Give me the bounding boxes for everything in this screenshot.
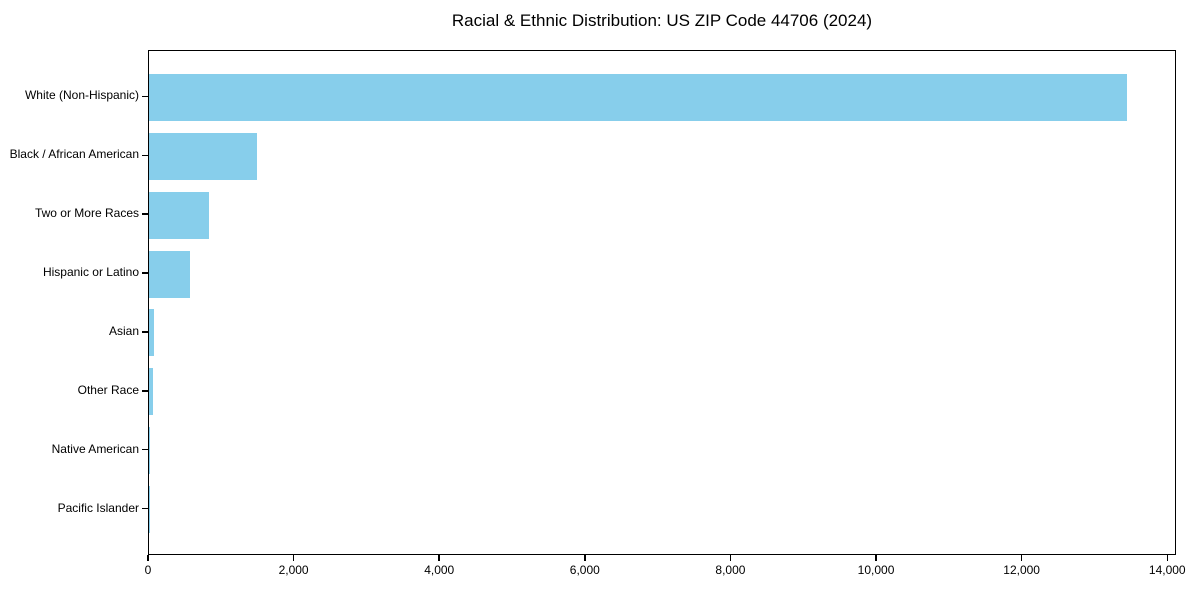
- x-tick-label: 6,000: [569, 563, 600, 577]
- y-tick: [142, 507, 148, 510]
- y-axis-label: Other Race: [77, 382, 139, 397]
- y-axis-label: Hispanic or Latino: [42, 265, 139, 280]
- x-tick: [438, 555, 440, 561]
- x-tick-label: 0: [144, 563, 152, 577]
- y-axis-label: Black / African American: [9, 147, 139, 162]
- x-tick: [875, 555, 877, 561]
- chart-title: Racial & Ethnic Distribution: US ZIP Cod…: [451, 11, 873, 30]
- x-tick: [1166, 555, 1168, 561]
- x-tick: [147, 555, 149, 561]
- x-tick-label: 8,000: [715, 563, 746, 577]
- y-tick: [142, 272, 148, 274]
- y-axis-label: White (Non-Hispanic): [24, 88, 139, 103]
- x-tick-label: 10,000: [857, 563, 895, 577]
- bar: [149, 368, 153, 416]
- y-axis-label: Two or More Races: [34, 206, 139, 221]
- x-tick: [292, 555, 295, 561]
- bar: [149, 73, 1128, 122]
- x-tick-label: 2,000: [278, 563, 309, 577]
- bar: [149, 250, 191, 298]
- y-axis-label: Native American: [51, 441, 139, 456]
- plot-area: [148, 50, 1176, 555]
- bar: [149, 309, 154, 357]
- y-axis-label: Pacific Islander: [57, 500, 139, 515]
- y-tick: [142, 154, 148, 157]
- y-tick: [142, 448, 148, 451]
- y-axis-label: Asian: [108, 323, 139, 338]
- x-tick-label: 14,000: [1148, 563, 1186, 577]
- y-tick: [142, 390, 148, 392]
- x-tick: [584, 555, 586, 561]
- x-tick-label: 4,000: [424, 563, 455, 577]
- x-tick-label: 12,000: [1003, 563, 1040, 577]
- bar: [149, 132, 258, 180]
- y-tick: [142, 331, 148, 333]
- y-tick: [142, 213, 148, 215]
- bar: [149, 191, 210, 239]
- bar: [149, 427, 151, 475]
- x-tick: [1020, 555, 1023, 561]
- x-tick: [729, 555, 732, 561]
- y-tick: [142, 95, 148, 98]
